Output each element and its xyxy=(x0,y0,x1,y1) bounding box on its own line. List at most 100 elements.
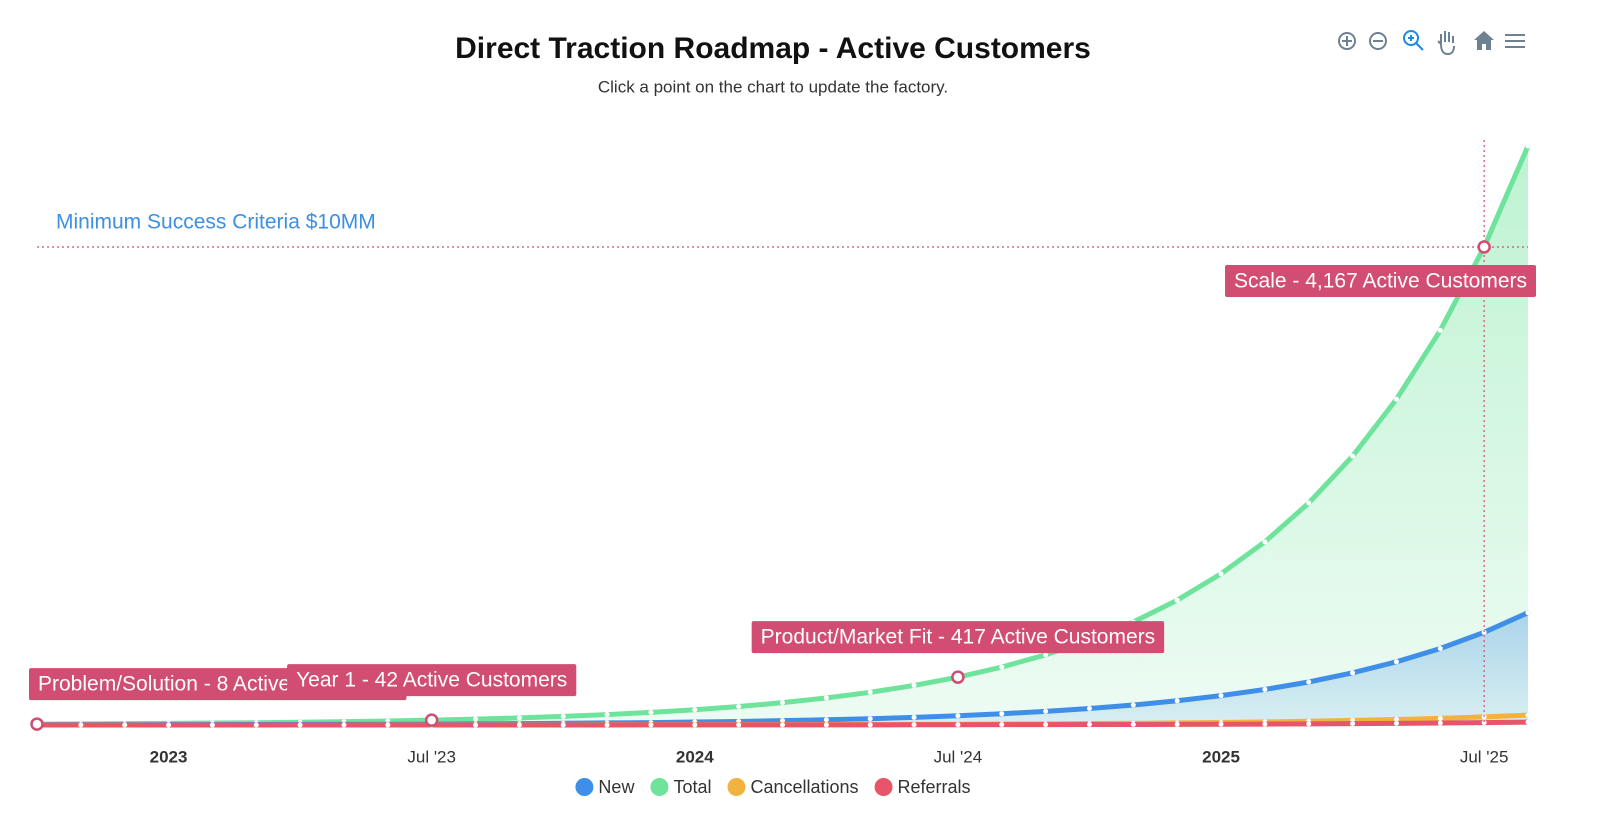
data-point[interactable] xyxy=(1174,698,1180,704)
data-point[interactable] xyxy=(1306,500,1312,506)
data-point[interactable] xyxy=(560,713,566,719)
zoom-in-button[interactable] xyxy=(1338,32,1356,50)
data-point[interactable] xyxy=(1086,705,1092,711)
data-point[interactable] xyxy=(1350,670,1356,676)
data-point[interactable] xyxy=(78,722,84,728)
legend-item[interactable]: Total xyxy=(650,777,711,797)
legend-label: Referrals xyxy=(898,777,971,797)
x-tick-label: Jul '24 xyxy=(934,747,983,766)
threshold-label: Minimum Success Criteria $10MM xyxy=(56,211,376,234)
data-point[interactable] xyxy=(911,714,917,720)
data-point[interactable] xyxy=(780,722,785,728)
data-point[interactable] xyxy=(1130,702,1136,708)
data-point[interactable] xyxy=(1306,721,1312,727)
data-point[interactable] xyxy=(516,722,522,728)
annotation-label: Year 1 - 42 Active Customers xyxy=(296,669,567,692)
data-point[interactable] xyxy=(1350,721,1356,727)
data-point[interactable] xyxy=(1043,722,1049,728)
data-point[interactable] xyxy=(1086,722,1092,728)
data-point[interactable] xyxy=(385,722,391,728)
x-tick-label: 2023 xyxy=(150,747,188,766)
data-point[interactable] xyxy=(1525,712,1531,718)
data-point[interactable] xyxy=(341,722,347,728)
legend-label: New xyxy=(598,777,635,797)
data-point[interactable] xyxy=(209,722,215,728)
data-point[interactable] xyxy=(473,722,479,728)
annotation-marker xyxy=(951,670,965,684)
data-point[interactable] xyxy=(516,715,522,721)
data-point[interactable] xyxy=(1437,720,1443,726)
data-point[interactable] xyxy=(1393,659,1399,665)
pan-button[interactable] xyxy=(1437,31,1455,56)
data-point[interactable] xyxy=(1525,610,1531,616)
data-point[interactable] xyxy=(1262,539,1268,545)
data-point[interactable] xyxy=(648,722,654,728)
data-point[interactable] xyxy=(736,722,742,728)
data-point[interactable] xyxy=(867,689,873,695)
data-point[interactable] xyxy=(1525,143,1531,149)
data-point[interactable] xyxy=(1393,396,1399,402)
data-point[interactable] xyxy=(604,722,610,728)
data-point[interactable] xyxy=(999,722,1005,728)
data-point[interactable] xyxy=(823,722,829,728)
data-point[interactable] xyxy=(1043,652,1049,658)
annotation: Scale - 4,167 Active Customers xyxy=(1225,265,1536,298)
legend: New Total Cancellations Referrals xyxy=(575,777,971,797)
data-point[interactable] xyxy=(1525,719,1531,725)
data-point[interactable] xyxy=(911,722,917,728)
data-point[interactable] xyxy=(736,704,742,710)
data-point[interactable] xyxy=(911,682,917,688)
data-point[interactable] xyxy=(1393,716,1399,722)
data-point[interactable] xyxy=(473,716,479,722)
data-point[interactable] xyxy=(1437,715,1443,721)
data-point[interactable] xyxy=(823,695,829,701)
data-point[interactable] xyxy=(297,722,303,728)
reset-button[interactable] xyxy=(1474,31,1494,50)
toolbar xyxy=(1338,30,1525,56)
data-point[interactable] xyxy=(1218,721,1224,727)
chart-title: Direct Traction Roadmap - Active Custome… xyxy=(455,32,1091,65)
data-point[interactable] xyxy=(999,711,1005,717)
data-point[interactable] xyxy=(1218,571,1224,577)
data-point[interactable] xyxy=(1043,708,1049,714)
legend-item[interactable]: New xyxy=(575,777,635,797)
data-point[interactable] xyxy=(1174,721,1180,727)
data-point[interactable] xyxy=(1393,720,1399,726)
data-point[interactable] xyxy=(166,722,172,728)
data-point[interactable] xyxy=(253,722,259,728)
data-point[interactable] xyxy=(780,718,785,724)
data-point[interactable] xyxy=(780,700,785,706)
data-point[interactable] xyxy=(1262,686,1268,692)
legend-item[interactable]: Referrals xyxy=(874,777,971,797)
data-point[interactable] xyxy=(1306,679,1312,685)
data-point[interactable] xyxy=(1437,645,1443,651)
data-point[interactable] xyxy=(692,707,698,713)
data-point[interactable] xyxy=(867,716,873,722)
zoom-out-button[interactable] xyxy=(1369,32,1387,50)
chart-subtitle: Click a point on the chart to update the… xyxy=(598,77,948,96)
data-point[interactable] xyxy=(1481,629,1487,635)
data-point[interactable] xyxy=(999,664,1005,670)
data-point[interactable] xyxy=(648,709,654,715)
data-point[interactable] xyxy=(1262,721,1268,727)
data-point[interactable] xyxy=(1218,693,1224,699)
legend-item[interactable]: Cancellations xyxy=(727,777,859,797)
data-point[interactable] xyxy=(955,713,961,719)
data-point[interactable] xyxy=(560,722,566,728)
data-point[interactable] xyxy=(1130,722,1136,728)
data-point[interactable] xyxy=(823,717,829,723)
annotation-marker xyxy=(1477,240,1491,254)
annotation: Product/Market Fit - 417 Active Customer… xyxy=(751,621,1165,654)
data-point[interactable] xyxy=(1437,327,1443,333)
data-point[interactable] xyxy=(604,712,610,718)
legend-swatch xyxy=(727,778,746,796)
data-point[interactable] xyxy=(122,722,128,728)
data-point[interactable] xyxy=(955,722,961,728)
data-point[interactable] xyxy=(1481,720,1487,726)
data-point[interactable] xyxy=(692,722,698,728)
selection-zoom-button[interactable] xyxy=(1403,30,1424,51)
menu-button[interactable] xyxy=(1505,34,1525,48)
data-point[interactable] xyxy=(1350,453,1356,459)
data-point[interactable] xyxy=(867,722,873,728)
data-point[interactable] xyxy=(1174,597,1180,603)
